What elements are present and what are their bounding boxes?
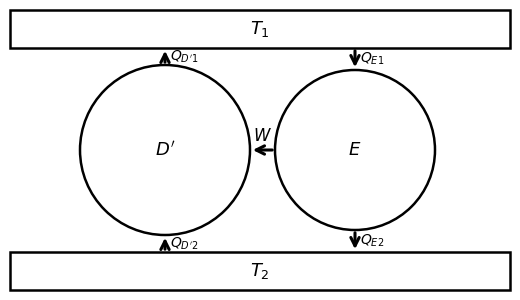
Text: $Q_{D'2}$: $Q_{D'2}$ <box>170 235 199 252</box>
Circle shape <box>80 65 250 235</box>
Bar <box>10 252 510 290</box>
Text: $W$: $W$ <box>253 127 272 145</box>
Bar <box>10 10 510 48</box>
Text: $Q_{D'1}$: $Q_{D'1}$ <box>170 48 199 65</box>
Text: $T_2$: $T_2$ <box>250 261 270 281</box>
Text: $Q_{E2}$: $Q_{E2}$ <box>360 233 384 249</box>
Text: $E$: $E$ <box>348 141 362 159</box>
Circle shape <box>275 70 435 230</box>
Text: $T_1$: $T_1$ <box>250 19 270 39</box>
Text: $D'$: $D'$ <box>155 140 175 160</box>
Text: $Q_{E1}$: $Q_{E1}$ <box>360 51 384 67</box>
